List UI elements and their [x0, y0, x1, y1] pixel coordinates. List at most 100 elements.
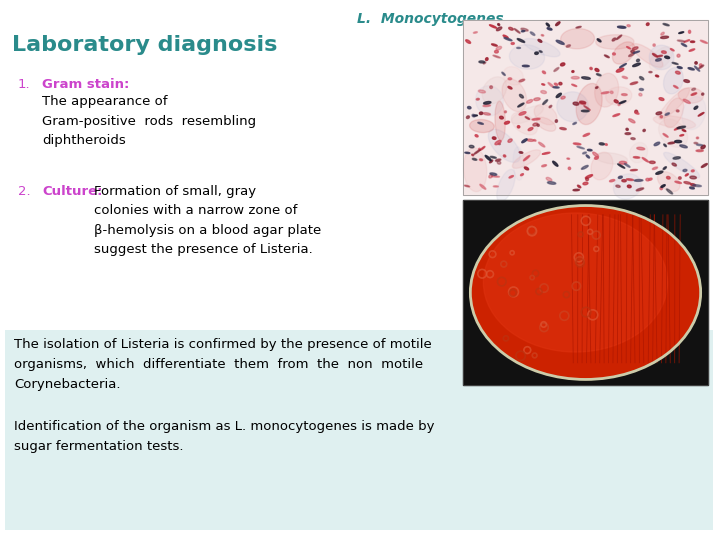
Ellipse shape — [634, 179, 643, 181]
Ellipse shape — [672, 163, 676, 166]
Ellipse shape — [625, 133, 631, 134]
Ellipse shape — [485, 58, 488, 60]
Ellipse shape — [613, 53, 616, 55]
Ellipse shape — [492, 176, 500, 177]
Ellipse shape — [502, 79, 526, 112]
Ellipse shape — [582, 165, 588, 170]
Ellipse shape — [470, 206, 701, 380]
Ellipse shape — [512, 150, 541, 168]
Ellipse shape — [480, 159, 482, 161]
Ellipse shape — [571, 77, 580, 79]
Ellipse shape — [582, 152, 587, 154]
Ellipse shape — [639, 89, 644, 91]
Ellipse shape — [508, 78, 512, 80]
Ellipse shape — [649, 45, 674, 70]
Ellipse shape — [626, 46, 631, 49]
Ellipse shape — [496, 46, 502, 50]
Ellipse shape — [492, 137, 496, 139]
Ellipse shape — [683, 99, 690, 104]
Ellipse shape — [504, 38, 512, 40]
Ellipse shape — [657, 55, 662, 57]
Text: 2.: 2. — [18, 185, 31, 198]
Ellipse shape — [503, 35, 508, 38]
Ellipse shape — [670, 49, 674, 51]
Ellipse shape — [649, 161, 655, 164]
Ellipse shape — [490, 173, 497, 176]
Ellipse shape — [616, 185, 620, 187]
Ellipse shape — [626, 129, 629, 130]
Ellipse shape — [701, 93, 704, 95]
Ellipse shape — [553, 87, 559, 88]
Ellipse shape — [692, 88, 696, 90]
Ellipse shape — [596, 73, 601, 76]
Ellipse shape — [652, 53, 657, 57]
Ellipse shape — [536, 117, 556, 131]
Ellipse shape — [534, 104, 557, 125]
Ellipse shape — [662, 51, 666, 53]
Ellipse shape — [534, 98, 540, 100]
Ellipse shape — [488, 129, 521, 163]
Ellipse shape — [534, 139, 536, 141]
Ellipse shape — [659, 88, 690, 119]
Ellipse shape — [469, 145, 474, 148]
Ellipse shape — [694, 106, 698, 109]
Ellipse shape — [618, 176, 622, 178]
Ellipse shape — [517, 38, 525, 43]
Ellipse shape — [701, 164, 707, 167]
Ellipse shape — [639, 93, 642, 96]
Ellipse shape — [472, 158, 477, 160]
Ellipse shape — [480, 112, 482, 114]
Ellipse shape — [524, 167, 528, 170]
Ellipse shape — [627, 25, 630, 26]
Ellipse shape — [498, 24, 500, 25]
Ellipse shape — [526, 99, 533, 103]
Ellipse shape — [690, 176, 696, 179]
Ellipse shape — [577, 185, 581, 188]
Ellipse shape — [696, 150, 703, 152]
Ellipse shape — [561, 96, 565, 99]
Ellipse shape — [620, 64, 626, 68]
Ellipse shape — [483, 213, 667, 352]
Ellipse shape — [522, 139, 527, 143]
Ellipse shape — [539, 142, 545, 147]
Ellipse shape — [554, 68, 559, 71]
Ellipse shape — [618, 26, 626, 28]
Ellipse shape — [495, 101, 505, 140]
Ellipse shape — [585, 174, 593, 178]
Ellipse shape — [514, 29, 520, 33]
Ellipse shape — [573, 143, 581, 145]
Ellipse shape — [576, 83, 602, 125]
Ellipse shape — [693, 185, 701, 187]
Ellipse shape — [583, 182, 588, 185]
Ellipse shape — [559, 83, 562, 85]
Ellipse shape — [573, 189, 580, 191]
Ellipse shape — [539, 51, 542, 52]
Ellipse shape — [526, 117, 530, 119]
Ellipse shape — [478, 122, 483, 124]
Ellipse shape — [492, 44, 498, 46]
Ellipse shape — [629, 53, 634, 57]
Ellipse shape — [636, 59, 639, 62]
Ellipse shape — [508, 86, 512, 89]
Ellipse shape — [588, 149, 592, 151]
Ellipse shape — [484, 102, 491, 104]
Ellipse shape — [680, 134, 684, 136]
Ellipse shape — [511, 106, 544, 124]
Ellipse shape — [599, 143, 604, 145]
Ellipse shape — [556, 93, 562, 98]
Ellipse shape — [682, 97, 706, 130]
Ellipse shape — [632, 47, 638, 50]
Ellipse shape — [595, 153, 628, 164]
Ellipse shape — [519, 112, 526, 115]
Ellipse shape — [547, 28, 552, 30]
Ellipse shape — [495, 140, 501, 145]
Ellipse shape — [485, 156, 491, 161]
Ellipse shape — [541, 84, 545, 85]
Ellipse shape — [497, 27, 502, 31]
Ellipse shape — [612, 38, 616, 41]
Ellipse shape — [690, 184, 696, 186]
Ellipse shape — [595, 87, 598, 89]
Ellipse shape — [606, 144, 608, 145]
Ellipse shape — [483, 113, 490, 115]
Ellipse shape — [543, 100, 548, 105]
